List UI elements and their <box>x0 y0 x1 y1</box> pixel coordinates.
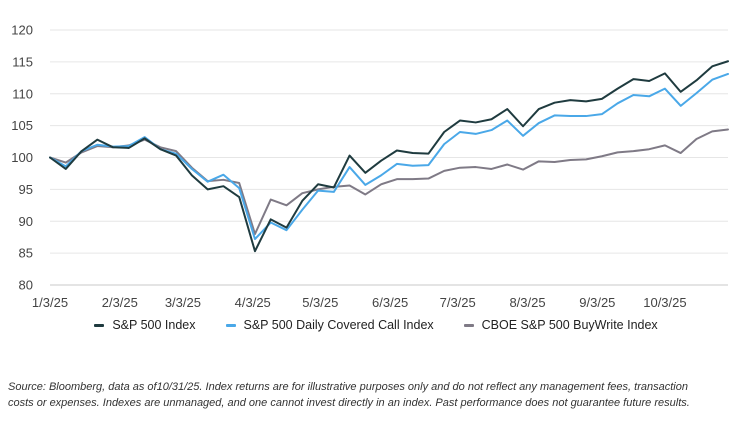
x-tick-label: 5/3/25 <box>302 295 338 310</box>
y-tick-label: 80 <box>19 278 33 293</box>
footnote-line-1: Source: Bloomberg, data as of10/31/25. I… <box>8 381 688 393</box>
series-line-sp500 <box>49 60 729 253</box>
series-lines <box>49 60 729 253</box>
x-tick-label: 8/3/25 <box>509 295 545 310</box>
x-axis-ticks: 1/3/25 2/3/25 3/3/25 4/3/25 5/3/25 6/3/25 7/3/… <box>32 295 687 310</box>
y-tick-label: 100 <box>11 150 33 165</box>
source-footnote: Source: Bloomberg, data as of10/31/25. I… <box>8 379 746 411</box>
x-tick-label: 4/3/25 <box>235 295 271 310</box>
chart-legend: S&P 500 Index S&P 500 Daily Covered Call… <box>0 318 752 332</box>
line-chart: 80 85 90 95 100 105 110 115 120 1/3/25 2/3/25 3/3/… <box>0 23 752 332</box>
legend-swatch-buywrite <box>463 323 474 327</box>
y-tick-label: 110 <box>12 86 33 101</box>
legend-item-buywrite: CBOE S&P 500 BuyWrite Index <box>463 318 658 332</box>
legend-label-covered-call: S&P 500 Daily Covered Call Index <box>243 318 434 332</box>
y-axis-ticks: 80 85 90 95 100 105 110 115 120 <box>11 23 33 293</box>
y-tick-label: 85 <box>19 246 33 261</box>
legend-swatch-sp500 <box>94 323 105 327</box>
x-tick-label: 10/3/25 <box>643 295 686 310</box>
x-tick-label: 2/3/25 <box>102 295 138 310</box>
series-line-buywrite <box>49 128 729 235</box>
gridlines <box>50 29 728 286</box>
y-tick-label: 95 <box>19 182 33 197</box>
legend-swatch-covered-call <box>225 323 236 327</box>
y-tick-label: 120 <box>11 23 33 38</box>
x-tick-label: 9/3/25 <box>579 295 615 310</box>
x-tick-label: 6/3/25 <box>372 295 408 310</box>
y-tick-label: 105 <box>11 118 33 133</box>
chart-plot-area: 80 85 90 95 100 105 110 115 120 1/3/25 2/3/25 3/3/… <box>11 23 729 310</box>
x-tick-label: 1/3/25 <box>32 295 68 310</box>
footnote-line-2: costs or expenses. Indexes are unmanaged… <box>8 397 690 409</box>
x-tick-label: 7/3/25 <box>440 295 476 310</box>
y-tick-label: 115 <box>12 54 33 69</box>
legend-item-covered-call: S&P 500 Daily Covered Call Index <box>225 318 434 332</box>
y-tick-label: 90 <box>19 214 33 229</box>
legend-label-sp500: S&P 500 Index <box>112 318 196 332</box>
legend-item-sp500: S&P 500 Index <box>94 318 196 332</box>
x-tick-label: 3/3/25 <box>165 295 201 310</box>
legend-label-buywrite: CBOE S&P 500 BuyWrite Index <box>481 318 658 332</box>
